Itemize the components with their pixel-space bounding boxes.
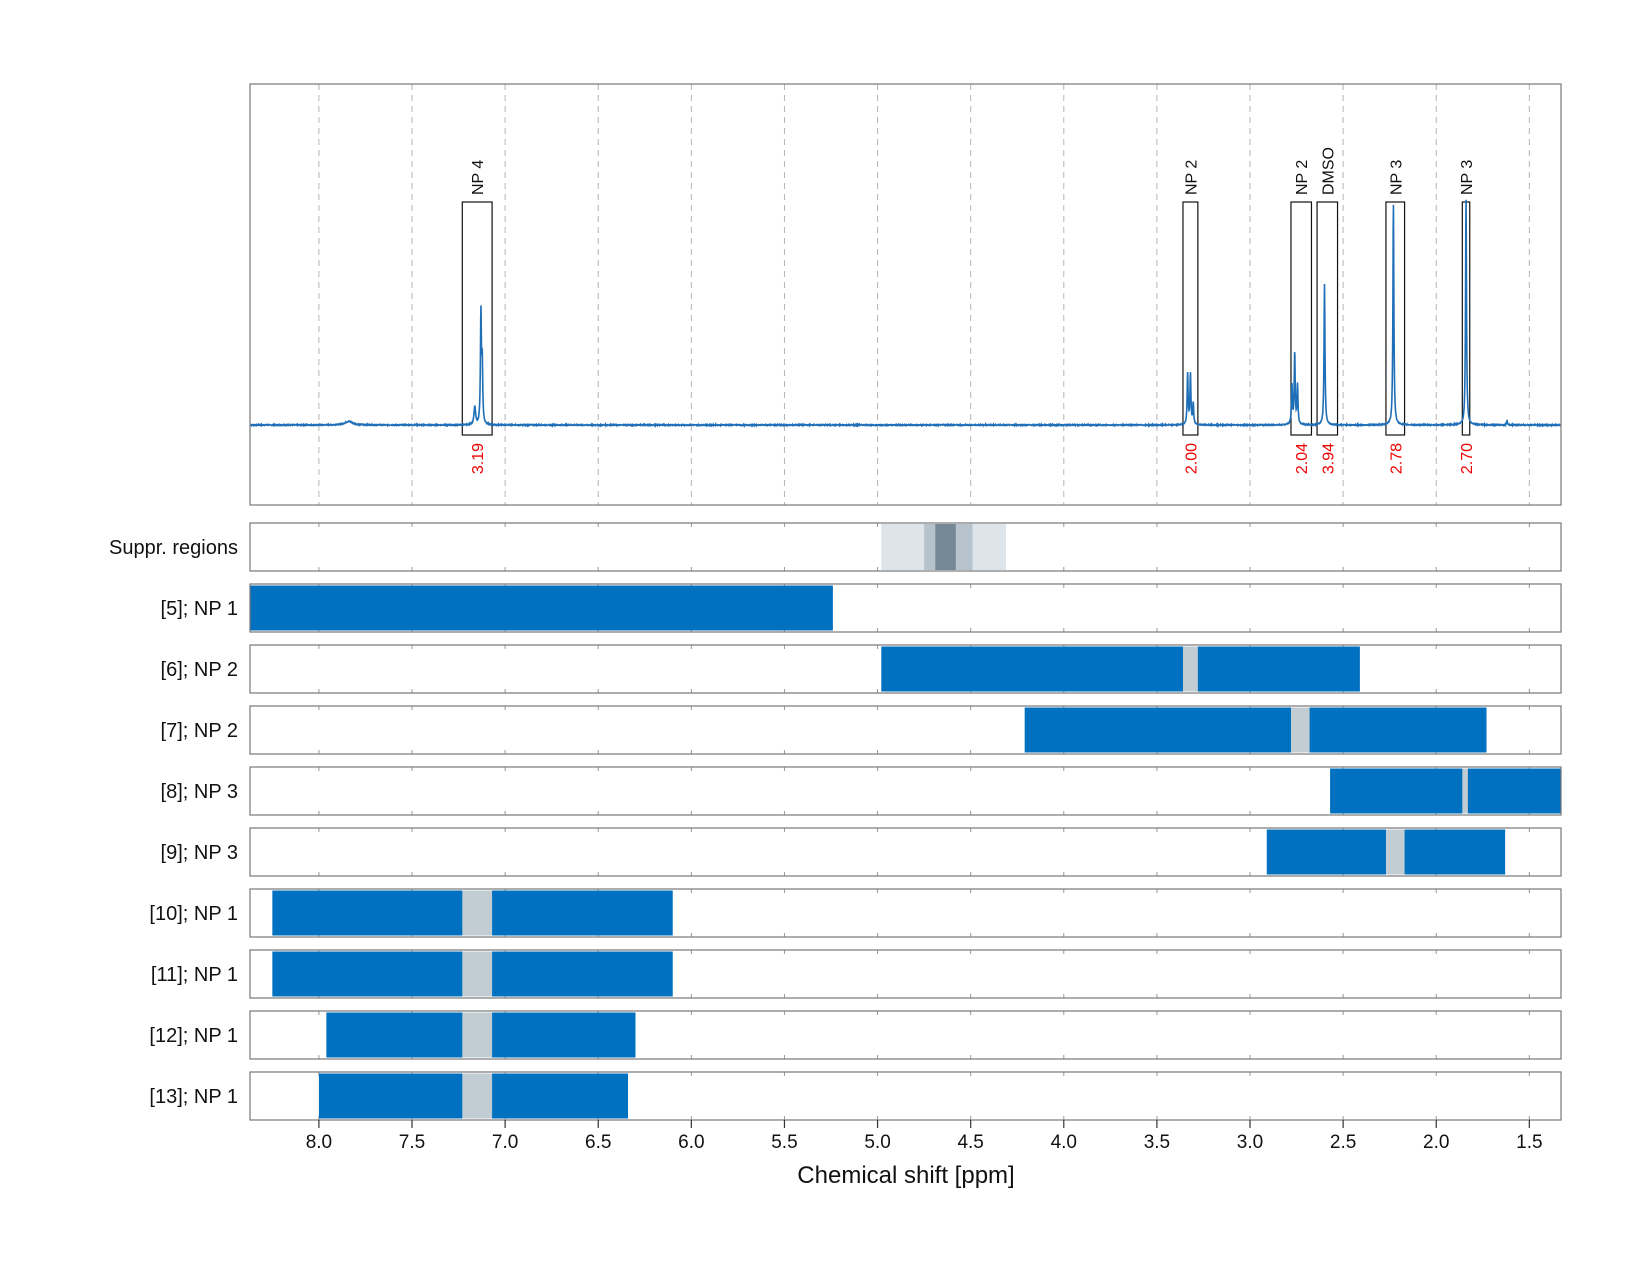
x-tick-label: 6.0 bbox=[678, 1132, 704, 1153]
range-gap bbox=[462, 951, 493, 997]
x-tick-label: 2.5 bbox=[1330, 1132, 1356, 1153]
range-row: [9]; NP 3 bbox=[161, 827, 1562, 877]
range-row: [10]; NP 1 bbox=[149, 888, 1562, 938]
range-gap bbox=[462, 1012, 493, 1058]
range-row: [13]; NP 1 bbox=[149, 1071, 1562, 1121]
range-row: [7]; NP 2 bbox=[161, 705, 1562, 755]
range-gap bbox=[462, 1073, 493, 1119]
range-bar bbox=[250, 585, 833, 631]
annotation-box bbox=[1290, 201, 1313, 436]
spectrum-panel: NP 4 3.19 NP 2 2.00 NP 2 2.04 DMSO 3.94 NP 3 2.78… bbox=[249, 83, 1562, 506]
x-tick-label: 6.5 bbox=[585, 1132, 611, 1153]
panel-frame bbox=[249, 1010, 1562, 1060]
row-label: [10]; NP 1 bbox=[149, 903, 238, 925]
row-label: [6]; NP 2 bbox=[161, 659, 238, 681]
annotation-box bbox=[1316, 201, 1339, 436]
x-tick-label: 4.0 bbox=[1051, 1132, 1077, 1153]
panel-frame bbox=[249, 522, 1562, 572]
range-gap bbox=[1290, 707, 1310, 753]
panel-frame bbox=[249, 766, 1562, 816]
x-tick-label: 7.0 bbox=[492, 1132, 518, 1153]
integral-label: 2.00 bbox=[1183, 443, 1200, 474]
range-gap bbox=[1462, 768, 1468, 814]
row-label: [5]; NP 1 bbox=[161, 598, 238, 620]
suppression-band-dark bbox=[935, 524, 956, 570]
panel-frame bbox=[249, 1071, 1562, 1121]
range-row: [8]; NP 3 bbox=[161, 766, 1562, 816]
panel-frame bbox=[249, 583, 1562, 633]
range-row: [12]; NP 1 bbox=[149, 1010, 1562, 1060]
panel-frame bbox=[249, 705, 1562, 755]
integral-label: 3.94 bbox=[1320, 443, 1337, 474]
panel-frame bbox=[249, 949, 1562, 999]
integral-label: 2.70 bbox=[1459, 443, 1476, 474]
annotation-label: NP 4 bbox=[470, 160, 487, 195]
x-tick-label: 4.5 bbox=[957, 1132, 983, 1153]
spectrum-frame bbox=[249, 83, 1562, 506]
spectrum-line bbox=[249, 199, 1562, 429]
x-tick-label: 3.0 bbox=[1237, 1132, 1263, 1153]
integral-label: 2.04 bbox=[1294, 443, 1311, 474]
range-gap bbox=[1385, 829, 1405, 875]
x-tick-label: 5.0 bbox=[864, 1132, 890, 1153]
row-label: [8]; NP 3 bbox=[161, 781, 238, 803]
row-label: [12]; NP 1 bbox=[149, 1025, 238, 1047]
annotation-label: NP 2 bbox=[1183, 160, 1200, 195]
range-bar bbox=[1330, 768, 1561, 814]
annotation-label: NP 3 bbox=[1388, 160, 1405, 195]
x-tick-label: 5.5 bbox=[771, 1132, 797, 1153]
x-axis: 8.0 7.5 7.0 6.5 6.0 5.5 5.0 4.5 4.0 3.5 3.0 2.5 2.0 1… bbox=[306, 1120, 1543, 1153]
annotation-label: NP 2 bbox=[1294, 160, 1311, 195]
x-tick-label: 2.0 bbox=[1423, 1132, 1449, 1153]
panel-frame bbox=[249, 827, 1562, 877]
panel-frame bbox=[249, 644, 1562, 694]
annotation-label: NP 3 bbox=[1459, 160, 1476, 195]
annotation-box bbox=[1182, 201, 1199, 436]
annotation-label: DMSO bbox=[1320, 147, 1337, 195]
suppression-panel: Suppr. regions bbox=[109, 522, 1562, 572]
annotation-box bbox=[1385, 201, 1406, 436]
row-label: [7]; NP 2 bbox=[161, 720, 238, 742]
range-bar bbox=[881, 646, 1360, 692]
x-tick-label: 7.5 bbox=[399, 1132, 425, 1153]
range-row: [5]; NP 1 bbox=[161, 583, 1562, 633]
range-gap bbox=[1182, 646, 1198, 692]
range-gap bbox=[462, 890, 493, 936]
range-row: [6]; NP 2 bbox=[161, 644, 1562, 694]
panel-frame bbox=[249, 888, 1562, 938]
integral-label: 3.19 bbox=[470, 443, 487, 474]
row-label: [13]; NP 1 bbox=[149, 1086, 238, 1108]
x-tick-label: 1.5 bbox=[1516, 1132, 1542, 1153]
range-row: [11]; NP 1 bbox=[151, 949, 1562, 999]
range-panels: Suppr. regions [5]; NP 1 [6]; NP 2 [7]; NP … bbox=[109, 522, 1562, 1121]
annotation-box bbox=[461, 201, 493, 436]
range-bar bbox=[1024, 707, 1487, 753]
integral-label: 2.78 bbox=[1388, 443, 1405, 474]
row-label: Suppr. regions bbox=[109, 537, 238, 559]
x-tick-label: 3.5 bbox=[1144, 1132, 1170, 1153]
row-label: [11]; NP 1 bbox=[151, 964, 238, 986]
row-label: [9]; NP 3 bbox=[161, 842, 238, 864]
x-tick-label: 8.0 bbox=[306, 1132, 332, 1153]
x-axis-title: Chemical shift [ppm] bbox=[797, 1162, 1014, 1189]
